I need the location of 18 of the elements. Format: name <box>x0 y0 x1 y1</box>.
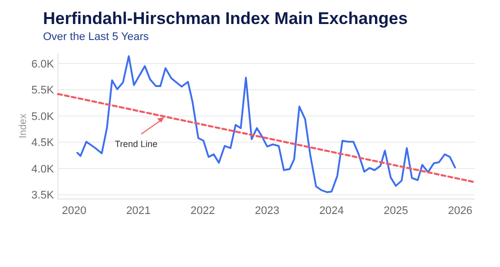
x-tick-label: 2025 <box>384 205 408 217</box>
x-tick-label: 2022 <box>190 205 216 217</box>
y-tick-label: 5.5K <box>31 84 55 97</box>
x-tick-label: 2020 <box>62 205 86 217</box>
x-tick-label: 2024 <box>319 205 344 217</box>
chart-subtitle: Over the Last 5 Years <box>43 31 150 43</box>
annotation: Trend Line <box>114 139 158 150</box>
y-tick-label: 4.5K <box>31 137 55 150</box>
y-axis-title: Index <box>18 114 29 138</box>
x-tick-label: 2023 <box>254 205 280 217</box>
y-tick-label: 5.0K <box>31 110 55 123</box>
y-tick-label: 3.5K <box>31 190 55 202</box>
y-tick-label: 6.0K <box>31 58 55 70</box>
x-tick-label: 2026 <box>448 205 472 217</box>
chart-title: Herfindahl-Hirschman Index Main Exchanges <box>43 9 408 28</box>
x-tick-label: 2021 <box>126 205 151 217</box>
line-series <box>76 55 456 194</box>
y-tick-label: 4.0K <box>31 163 55 176</box>
